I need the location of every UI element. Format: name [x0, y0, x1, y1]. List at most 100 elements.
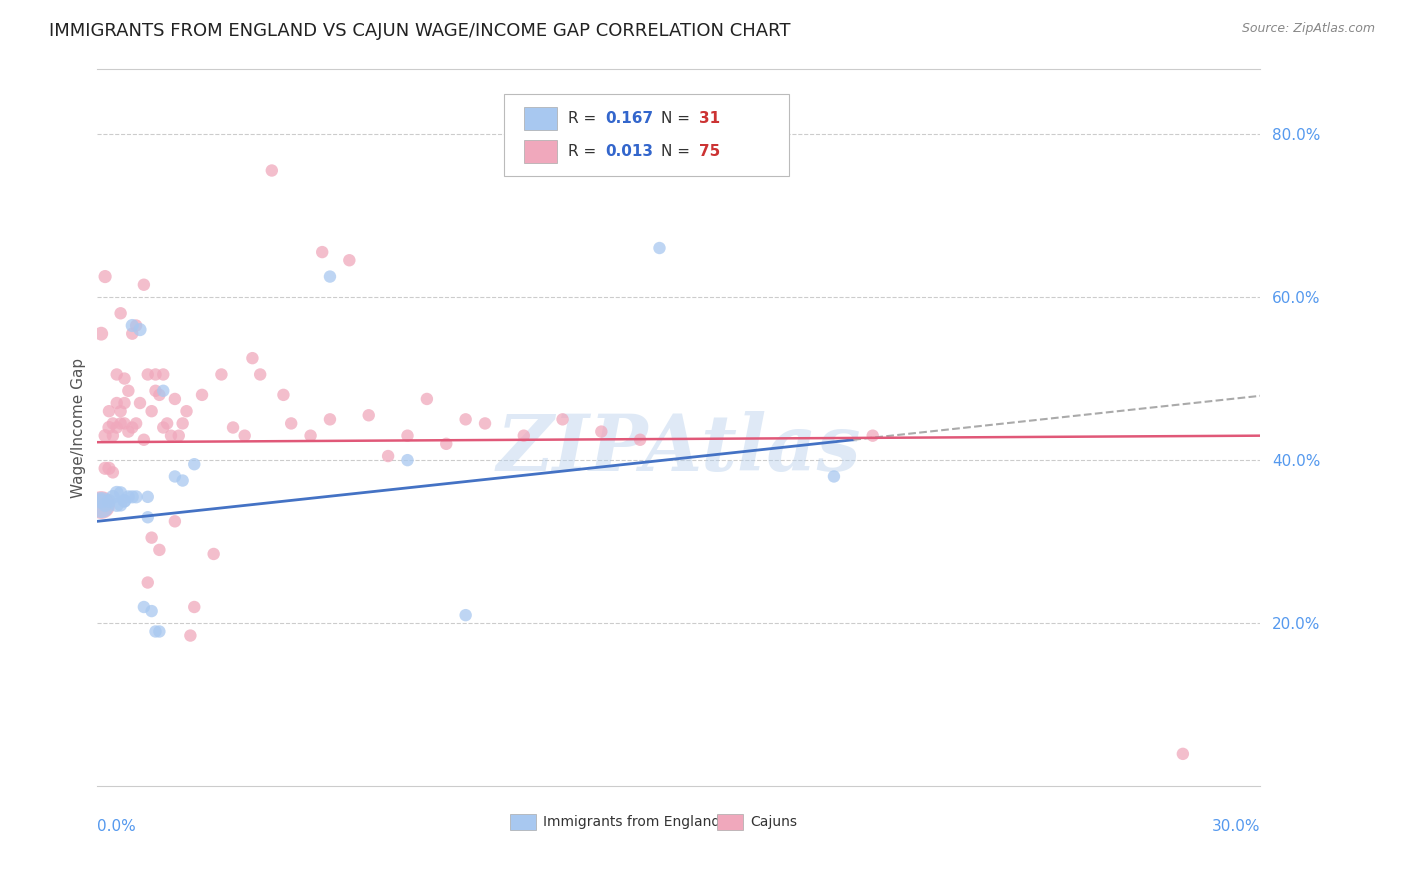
Point: [156, 417, 179, 431]
Point: [101, 428, 124, 442]
Text: Source: ZipAtlas.com: Source: ZipAtlas.com: [1241, 22, 1375, 36]
Point: [454, 412, 477, 426]
Point: [136, 575, 159, 590]
Point: [249, 368, 271, 382]
Point: [319, 269, 342, 284]
Point: [101, 490, 124, 504]
Point: [172, 417, 194, 431]
Point: [474, 417, 496, 431]
Point: [132, 277, 155, 292]
Point: [280, 417, 302, 431]
Point: [125, 417, 148, 431]
Point: [125, 318, 148, 333]
Point: [136, 490, 159, 504]
Point: [98, 404, 121, 418]
Text: 0.167: 0.167: [606, 111, 654, 126]
Point: [416, 392, 439, 406]
Point: [273, 388, 295, 402]
Point: [396, 453, 419, 467]
Point: [434, 437, 457, 451]
Point: [377, 449, 399, 463]
Point: [152, 420, 174, 434]
Point: [551, 412, 574, 426]
Point: [145, 624, 167, 639]
Point: [513, 428, 536, 442]
Point: [222, 420, 245, 434]
Point: [396, 428, 419, 442]
Point: [110, 404, 132, 418]
Point: [202, 547, 225, 561]
Point: [110, 306, 132, 320]
Point: [98, 494, 121, 508]
Point: [129, 323, 152, 337]
Point: [121, 326, 143, 341]
FancyBboxPatch shape: [717, 814, 742, 830]
Point: [94, 461, 117, 475]
Point: [145, 384, 167, 398]
Point: [136, 510, 159, 524]
Point: [141, 404, 163, 418]
Point: [90, 498, 112, 512]
Y-axis label: Wage/Income Gap: Wage/Income Gap: [72, 358, 86, 498]
Point: [132, 599, 155, 614]
Point: [110, 485, 132, 500]
Point: [357, 409, 380, 423]
Point: [121, 420, 143, 434]
Point: [1171, 747, 1194, 761]
FancyBboxPatch shape: [510, 814, 536, 830]
Point: [152, 368, 174, 382]
Point: [209, 368, 232, 382]
Text: 31: 31: [699, 111, 720, 126]
Point: [591, 425, 613, 439]
Point: [129, 396, 152, 410]
Point: [233, 428, 256, 442]
Point: [132, 433, 155, 447]
Point: [114, 396, 136, 410]
Text: Cajuns: Cajuns: [749, 814, 797, 829]
Point: [183, 457, 205, 471]
Text: N =: N =: [661, 144, 696, 159]
Point: [110, 417, 132, 431]
Point: [114, 417, 136, 431]
Point: [148, 542, 170, 557]
Text: 0.0%: 0.0%: [97, 819, 136, 834]
Point: [117, 384, 139, 398]
Point: [628, 433, 651, 447]
Point: [90, 494, 112, 508]
Point: [145, 368, 167, 382]
Point: [172, 474, 194, 488]
Text: N =: N =: [661, 111, 696, 126]
Point: [141, 604, 163, 618]
Point: [179, 629, 201, 643]
Point: [94, 428, 117, 442]
Point: [163, 514, 186, 528]
Point: [114, 494, 136, 508]
Point: [163, 469, 186, 483]
Point: [141, 531, 163, 545]
FancyBboxPatch shape: [524, 107, 557, 130]
Text: Immigrants from England: Immigrants from England: [543, 814, 720, 829]
Point: [148, 624, 170, 639]
Point: [299, 428, 322, 442]
Point: [160, 428, 183, 442]
Point: [101, 466, 124, 480]
Point: [98, 420, 121, 434]
Point: [242, 351, 264, 366]
Point: [117, 425, 139, 439]
Text: R =: R =: [568, 144, 602, 159]
Point: [121, 490, 143, 504]
Point: [94, 269, 117, 284]
Point: [121, 318, 143, 333]
Point: [90, 498, 112, 512]
Text: 30.0%: 30.0%: [1212, 819, 1260, 834]
Point: [136, 368, 159, 382]
Point: [117, 490, 139, 504]
Point: [105, 420, 128, 434]
Point: [191, 388, 214, 402]
Point: [648, 241, 671, 255]
Point: [152, 384, 174, 398]
Text: R =: R =: [568, 111, 602, 126]
Point: [260, 163, 283, 178]
Point: [105, 368, 128, 382]
FancyBboxPatch shape: [524, 140, 557, 163]
